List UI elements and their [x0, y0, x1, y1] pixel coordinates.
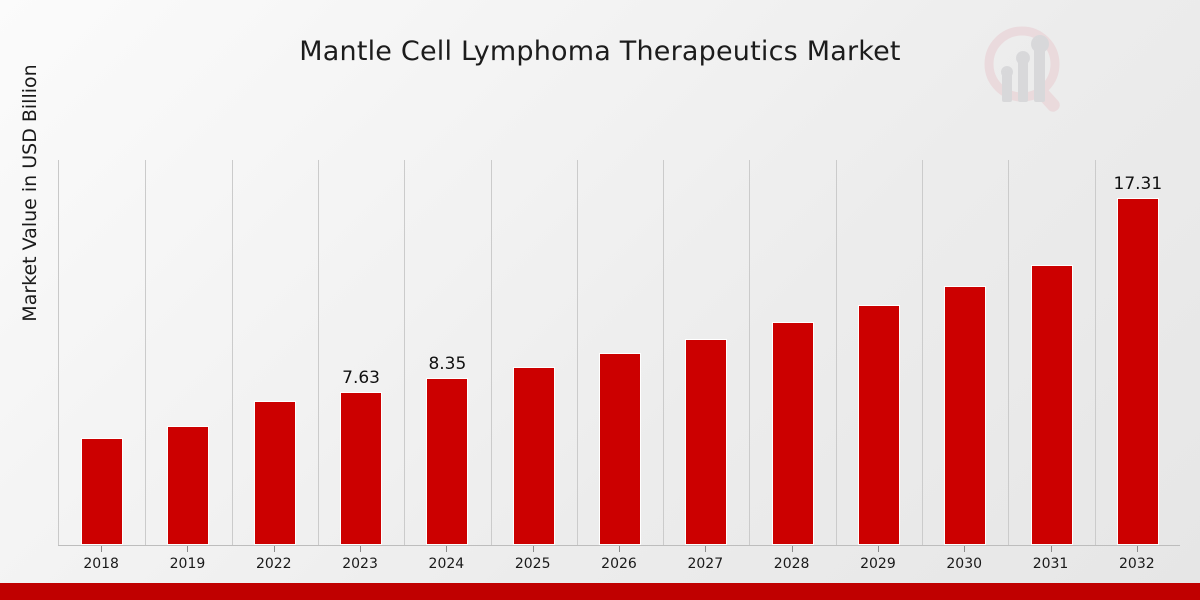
bar-group[interactable] [253, 401, 296, 545]
x-axis-label: 2030 [946, 556, 983, 572]
plot-area: 7.63 8.35 17.31 [58, 160, 1181, 545]
x-axis-labels: 2018 2019 2022 2023 2024 2025 2026 2027 2028 2029… [58, 546, 1180, 580]
x-axis-label: 2026 [601, 556, 637, 572]
bar[interactable] [1030, 265, 1073, 545]
bar-group[interactable] [944, 285, 987, 545]
x-axis-label: 2032 [1119, 556, 1155, 572]
bar-value-label: 7.63 [342, 368, 380, 389]
x-axis-label: 2025 [514, 556, 551, 572]
bar-group[interactable] [167, 426, 210, 545]
bar[interactable] [253, 401, 296, 545]
bar-group[interactable]: 17.31 [1114, 175, 1162, 545]
x-axis-tick [964, 546, 966, 552]
x-axis-tick [446, 546, 448, 552]
bar[interactable] [771, 322, 814, 545]
bar[interactable] [857, 305, 900, 545]
x-axis-tick [1050, 546, 1052, 552]
page-title: Mantle Cell Lymphoma Therapeutics Market [299, 36, 901, 67]
bar-group[interactable] [857, 305, 900, 545]
x-axis-tick [187, 546, 189, 552]
x-axis-label: 2024 [428, 556, 465, 572]
bar-group[interactable] [1030, 265, 1073, 545]
x-axis-tick [273, 546, 275, 552]
x-axis-tick [101, 546, 103, 552]
x-axis-label: 2018 [83, 556, 119, 572]
bar-group[interactable]: 7.63 [340, 368, 383, 545]
bars-layer: 7.63 8.35 17.31 [59, 160, 1181, 545]
bar-group[interactable] [771, 322, 814, 545]
bar-group[interactable]: 8.35 [426, 353, 469, 545]
bar-group[interactable] [512, 366, 555, 545]
bar[interactable] [685, 338, 728, 545]
bar[interactable] [426, 377, 469, 545]
y-axis-title: Market Value in USD Billion [19, 64, 41, 322]
bar[interactable] [512, 366, 555, 545]
bar[interactable] [599, 353, 641, 545]
x-axis-line [58, 545, 1180, 546]
footer-bar [0, 583, 1200, 600]
x-axis-label: 2023 [342, 556, 378, 572]
bar-group[interactable] [685, 338, 728, 545]
bar[interactable] [81, 438, 124, 545]
x-axis-label: 2031 [1032, 556, 1069, 572]
x-axis-label: 2022 [255, 556, 292, 572]
x-axis-label: 2027 [687, 556, 724, 572]
x-axis-label: 2019 [169, 556, 206, 572]
x-axis-tick [619, 546, 620, 552]
x-axis-label: 2028 [773, 556, 810, 572]
bar[interactable] [944, 285, 987, 545]
bar-value-label: 17.31 [1113, 173, 1163, 194]
x-axis-label: 2029 [860, 556, 896, 572]
bar[interactable] [340, 392, 383, 545]
x-axis-tick [791, 546, 793, 552]
bar-value-label: 8.35 [428, 353, 467, 374]
bar-group[interactable] [81, 438, 124, 545]
x-axis-tick [877, 546, 879, 552]
bar[interactable] [167, 426, 210, 545]
bar[interactable] [1116, 197, 1159, 545]
bar-group[interactable] [599, 353, 641, 545]
x-axis-tick [532, 546, 534, 552]
x-axis-tick [1136, 546, 1138, 552]
x-axis-tick [360, 546, 362, 552]
x-axis-tick [705, 546, 707, 552]
